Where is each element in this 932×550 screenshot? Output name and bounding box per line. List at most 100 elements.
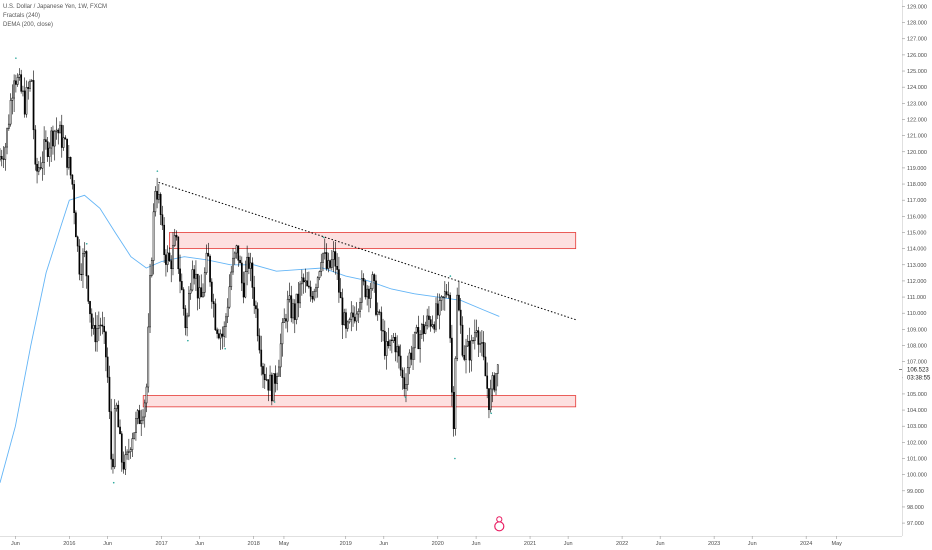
- candle-body: [200, 287, 203, 298]
- candle-body: [394, 336, 397, 353]
- candle-body: [392, 336, 395, 341]
- candle: [163, 217, 166, 263]
- candle-body: [55, 129, 58, 132]
- candle-body: [32, 80, 35, 131]
- candle-body: [57, 129, 60, 134]
- candle: [410, 345, 413, 366]
- candle-body: [421, 324, 423, 335]
- time-axis[interactable]: Jun 2016 Jun 2017 Jun 2018 May 2019 Jun 2020 Jun 20…: [0, 536, 902, 547]
- candle: [117, 400, 120, 428]
- last-price-value: 106.523: [907, 367, 929, 373]
- candle: [336, 253, 338, 281]
- candle-body: [472, 340, 474, 342]
- candle-body: [11, 97, 14, 101]
- fractals-indicator-label[interactable]: Fractals (240): [3, 13, 41, 19]
- candle: [219, 329, 222, 350]
- candle-body: [71, 174, 74, 185]
- candle: [221, 326, 224, 350]
- candle: [97, 311, 100, 342]
- candle-body: [150, 260, 153, 276]
- candle-body: [129, 449, 132, 453]
- support-zone[interactable]: [142, 395, 577, 408]
- candle-body: [62, 137, 65, 148]
- candle: [451, 324, 453, 407]
- candle: [184, 305, 187, 336]
- candle: [452, 386, 455, 437]
- candle: [442, 295, 444, 311]
- candle: [170, 255, 173, 283]
- resistance-zone[interactable]: [169, 232, 577, 250]
- event-marker-top[interactable]: [496, 516, 503, 523]
- candle: [133, 432, 136, 440]
- candle-body: [73, 184, 75, 213]
- candle: [382, 318, 384, 342]
- candle: [366, 285, 369, 306]
- price-tick-label: 107.000: [907, 360, 927, 366]
- candle: [22, 85, 24, 97]
- candle-body: [445, 291, 448, 295]
- candle-body: [265, 379, 268, 381]
- candle: [126, 449, 128, 460]
- candle-body: [69, 157, 72, 176]
- candle: [89, 300, 91, 323]
- candle: [495, 373, 497, 396]
- candle-body: [309, 286, 312, 297]
- candle: [230, 265, 233, 291]
- dema-indicator-label[interactable]: DEMA (200, close): [3, 22, 54, 28]
- candle: [396, 335, 399, 363]
- candle-body: [41, 162, 44, 169]
- candle: [468, 327, 471, 373]
- candle-body: [292, 303, 294, 319]
- candle: [218, 328, 220, 340]
- candle: [143, 399, 146, 428]
- symbol-title[interactable]: U.S. Dollar / Japanese Yen, 1W, FXCM: [3, 4, 108, 10]
- marker-layer[interactable]: [494, 516, 505, 532]
- candle: [449, 292, 451, 343]
- candle-body: [385, 341, 388, 356]
- candle-body: [323, 252, 326, 254]
- candle-body: [230, 271, 233, 288]
- candle: [331, 249, 333, 271]
- candle-body: [288, 295, 291, 300]
- candle-body: [327, 260, 330, 269]
- candle: [361, 270, 363, 310]
- candle-body: [99, 324, 102, 326]
- candle: [156, 177, 158, 209]
- candle: [45, 130, 47, 150]
- candle-body: [488, 388, 490, 411]
- candle: [346, 320, 349, 332]
- candle-body: [191, 269, 194, 291]
- candle-body: [165, 254, 167, 265]
- candle: [159, 192, 162, 226]
- candle-body: [249, 262, 252, 269]
- candle-body: [161, 214, 164, 226]
- candle-body: [172, 245, 174, 270]
- candle: [50, 127, 53, 162]
- price-axis[interactable]: 97.000 98.000 99.000 100.000 101.000 102.000 1…: [902, 0, 932, 550]
- candle-body: [0, 156, 1, 161]
- candle-body: [496, 364, 499, 374]
- time-tick-label: Jun: [11, 541, 20, 547]
- candle: [29, 79, 31, 92]
- candle: [270, 372, 273, 406]
- candle: [13, 74, 15, 112]
- candle-body: [126, 451, 128, 456]
- candle-body: [428, 315, 430, 320]
- candle-body: [45, 139, 47, 142]
- candle: [343, 308, 346, 326]
- candle-body: [112, 458, 114, 468]
- candle: [279, 333, 282, 378]
- candle-layer: [0, 68, 499, 475]
- candle: [406, 355, 409, 391]
- candle-body: [458, 294, 460, 311]
- candle: [87, 274, 90, 305]
- candle: [6, 127, 8, 155]
- candle: [223, 321, 226, 348]
- candle-body: [491, 375, 494, 390]
- candle-body: [329, 260, 331, 268]
- candle-body: [67, 157, 70, 168]
- event-marker-icon[interactable]: [494, 521, 505, 532]
- candle-body: [2, 158, 5, 160]
- candle: [440, 295, 443, 311]
